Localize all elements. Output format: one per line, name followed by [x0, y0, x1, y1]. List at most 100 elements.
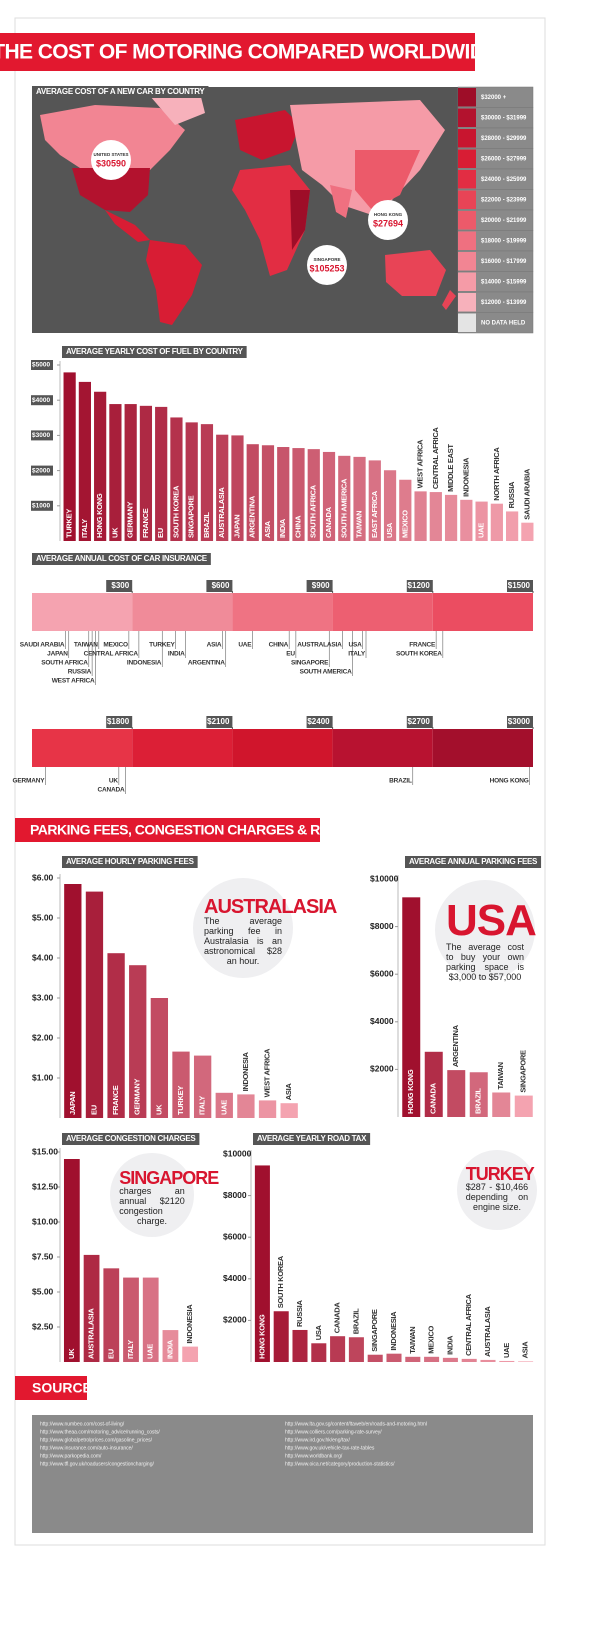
- y-tick-label: $4000: [370, 1016, 394, 1026]
- bar: [311, 1343, 327, 1362]
- bar-label: USA: [385, 522, 394, 538]
- bar-label: USA: [314, 1324, 323, 1340]
- marker-label: SAUDI ARABIA: [20, 642, 65, 649]
- bar-label: INDIA: [278, 518, 287, 538]
- x-tick-label: $1500: [508, 581, 531, 590]
- bar-label: INDIA: [445, 1335, 454, 1355]
- bar-label: SOUTH KOREA: [276, 1255, 285, 1308]
- scale-band: [232, 593, 333, 631]
- legend-label: $16000 - $17999: [481, 259, 527, 265]
- scale-band: [32, 593, 133, 631]
- chart-title: AVERAGE ANNUAL COST OF CAR INSURANCE: [36, 554, 208, 563]
- bar: [383, 470, 397, 541]
- annotation-title: AUSTRALASIA: [204, 896, 337, 918]
- bar-label: UAE: [146, 1344, 155, 1359]
- bar-label: CANADA: [324, 506, 333, 538]
- scale-band: [432, 729, 533, 767]
- marker-label: JAPAN: [47, 651, 68, 658]
- bar: [182, 1346, 199, 1362]
- y-tick-box: [31, 465, 53, 476]
- bar: [424, 1356, 440, 1362]
- bar-label: RUSSIA: [507, 481, 516, 508]
- annotation-title: TURKEY: [465, 1164, 535, 1185]
- annotation-title: USA: [446, 896, 537, 945]
- source-link: http://www.oica.net/category/production-…: [285, 1461, 395, 1467]
- bar-label: CENTRAL AFRICA: [464, 1293, 473, 1356]
- bar: [150, 998, 169, 1118]
- bar: [402, 897, 421, 1117]
- x-tick-box: [206, 716, 233, 728]
- bar: [261, 445, 275, 541]
- bar: [280, 1103, 298, 1118]
- bar: [475, 501, 488, 541]
- chart-title: AVERAGE COST OF A NEW CAR BY COUNTRY: [36, 87, 205, 96]
- bar-label: AUSTRALASIA: [87, 1308, 96, 1359]
- bar: [63, 1159, 80, 1362]
- legend-swatch: [458, 190, 476, 209]
- bar: [518, 1361, 534, 1362]
- bar-label: SOUTH KOREA: [171, 485, 180, 538]
- bar-label: INDONESIA: [241, 1052, 250, 1092]
- annotation: TURKEY $287 - $10,466 depending on engine…: [465, 1164, 535, 1213]
- marker-label: TAIWAN: [74, 642, 98, 649]
- bar-label: ARGENTINA: [248, 495, 257, 538]
- x-tick-label: $300: [111, 581, 129, 590]
- bar-label: CENTRAL AFRICA: [431, 427, 440, 490]
- bar: [124, 404, 137, 541]
- marker-label: UAE: [238, 642, 252, 649]
- y-tick-label: $6.00: [32, 872, 54, 882]
- chart-title-box: [253, 1133, 371, 1145]
- bar-label: ITALY: [126, 1340, 135, 1359]
- bar: [273, 1311, 289, 1362]
- bar: [85, 891, 104, 1118]
- bar-label: SINGAPORE: [519, 1050, 528, 1093]
- bar: [155, 406, 168, 541]
- bar-label: EAST AFRICA: [370, 490, 379, 538]
- bar: [258, 1100, 277, 1118]
- y-tick-label: $5000: [32, 362, 50, 369]
- bar-label: TAIWAN: [496, 1062, 505, 1089]
- annotation-text: charges an annual $2120 congestion charg…: [119, 1185, 185, 1226]
- marker-label: GERMANY: [13, 778, 46, 785]
- bar: [63, 372, 76, 541]
- bar-label: UAE: [502, 1343, 511, 1358]
- bar-label: ASIA: [284, 1083, 293, 1101]
- bar-label: MEXICO: [427, 1326, 436, 1354]
- bar: [367, 1354, 383, 1362]
- bar: [353, 456, 366, 541]
- marker-label: INDIA: [168, 651, 185, 658]
- y-tick-label: $4000: [32, 397, 50, 404]
- y-tick-label: $1.00: [32, 1072, 54, 1082]
- region: [355, 150, 420, 210]
- bar: [129, 965, 147, 1118]
- marker-label: HONG KONG: [490, 778, 529, 785]
- bar: [78, 381, 91, 541]
- bar: [338, 455, 351, 541]
- y-tick-label: $5.00: [32, 912, 54, 922]
- x-tick-box: [306, 716, 333, 728]
- marker-label: AUSTRALASIA: [297, 642, 342, 649]
- bar-label: WEST AFRICA: [263, 1048, 272, 1097]
- bar-label: UK: [67, 1348, 76, 1359]
- bar-label: UK: [154, 1104, 163, 1115]
- legend-label: $20000 - $21999: [481, 218, 527, 224]
- chart-title-box: [62, 1133, 200, 1145]
- bar: [322, 451, 336, 541]
- region: [290, 190, 310, 250]
- legend-swatch: [458, 88, 476, 107]
- x-tick-box: [507, 580, 533, 592]
- bar: [277, 447, 290, 541]
- bar: [216, 434, 229, 541]
- y-tick-label: $4.00: [32, 952, 54, 962]
- bar: [109, 404, 122, 541]
- bar-label: ITALY: [198, 1096, 207, 1115]
- y-tick-label: $6000: [370, 968, 394, 978]
- y-tick-label: $8000: [370, 921, 394, 931]
- bar: [170, 417, 183, 541]
- bar: [368, 460, 381, 541]
- marker-label: UK: [109, 778, 118, 785]
- bar-label: HONG KONG: [257, 1314, 266, 1359]
- world-map: [40, 93, 456, 325]
- y-tick-label: $2000: [370, 1064, 394, 1074]
